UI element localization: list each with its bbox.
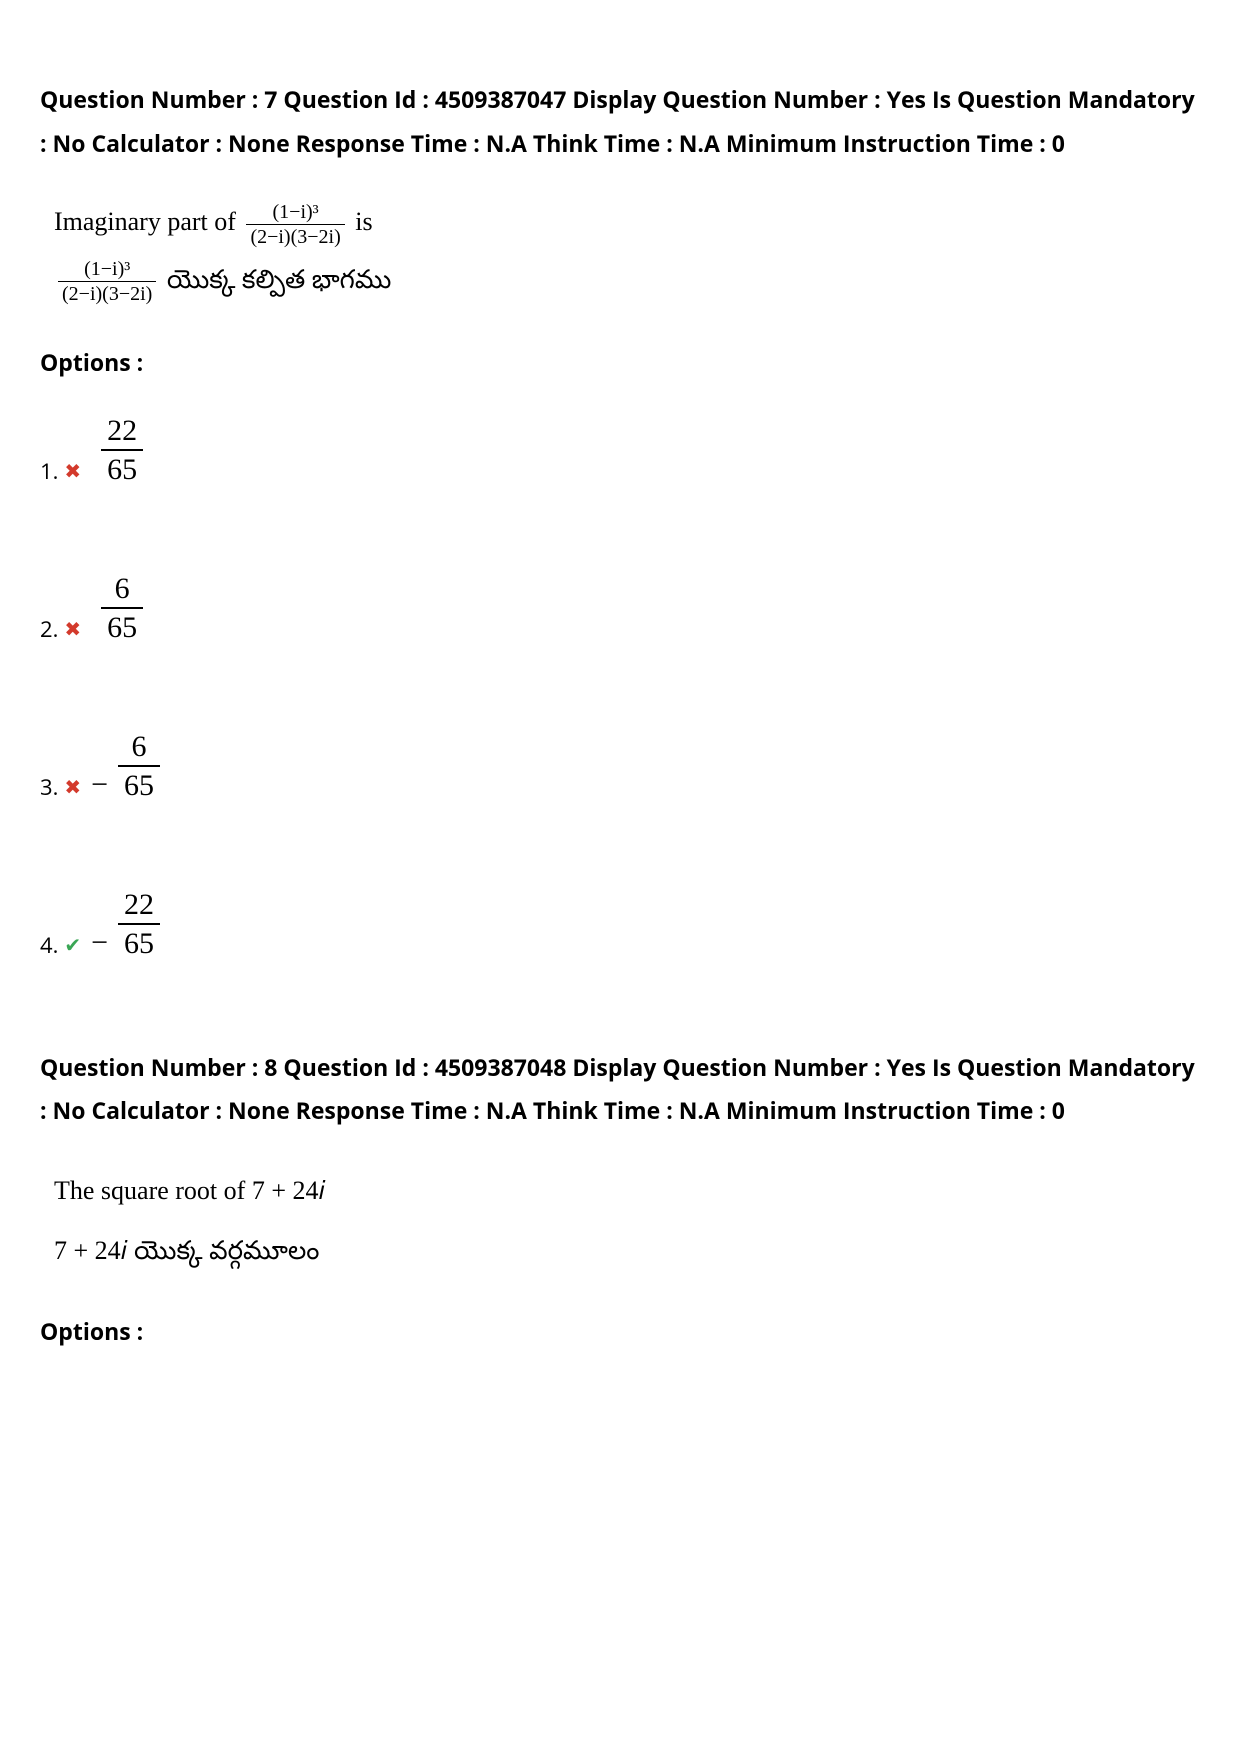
option-fraction: 22 65 [101, 414, 143, 486]
option-row: 2. ✖ 6 65 [40, 572, 1200, 644]
option-fraction: 22 65 [118, 888, 160, 960]
option-index: 2. [40, 614, 58, 644]
option-den: 65 [101, 609, 143, 644]
q7-body: Imaginary part of (1−i)³ (2−i)(3−2i) is … [54, 193, 1200, 307]
option-num: 22 [101, 414, 143, 451]
option-fraction: 6 65 [101, 572, 143, 644]
option-num: 6 [101, 572, 143, 609]
q7-line-te: (1−i)³ (2−i)(3−2i) యొక్క కల్పిత భాగము [54, 251, 1200, 308]
q7-frac-te: (1−i)³ (2−i)(3−2i) [58, 258, 156, 305]
option-index: 1. [40, 456, 58, 486]
q7-meta: Question Number : 7 Question Id : 450938… [40, 78, 1200, 165]
option-row: 3. ✖ − 6 65 [40, 730, 1200, 802]
wrong-icon: ✖ [64, 457, 81, 484]
q7-en-prefix: Imaginary part of [54, 207, 242, 236]
q8-options-heading: Options : [40, 1315, 1200, 1347]
q7-frac-en: (1−i)³ (2−i)(3−2i) [246, 201, 344, 248]
wrong-icon: ✖ [64, 773, 81, 800]
q8-line-te: 7 + 24𝑖 యొక్క వర్గమూలం [54, 1221, 1200, 1281]
option-index: 4. [40, 930, 58, 960]
q7-options-heading: Options : [40, 346, 1200, 378]
q7-frac-num: (1−i)³ [246, 201, 344, 225]
q7-options: 1. ✖ 22 65 2. ✖ 6 65 3. ✖ − 6 65 4. ✔ − … [40, 414, 1200, 960]
option-sign: − [91, 926, 108, 960]
q7-en-suffix: is [355, 207, 372, 236]
option-sign: − [91, 768, 108, 802]
q7-frac-den-te: (2−i)(3−2i) [58, 282, 156, 305]
correct-icon: ✔ [64, 931, 81, 958]
q7-te-suffix: యొక్క కల్పిత భాగము [167, 265, 392, 294]
q7-line-en: Imaginary part of (1−i)³ (2−i)(3−2i) is [54, 193, 1200, 250]
option-den: 65 [118, 925, 160, 960]
q7-frac-den: (2−i)(3−2i) [246, 225, 344, 248]
q8-body: The square root of 7 + 24𝑖 7 + 24𝑖 యొక్క… [54, 1161, 1200, 1281]
option-row: 1. ✖ 22 65 [40, 414, 1200, 486]
q8-meta: Question Number : 8 Question Id : 450938… [40, 1046, 1200, 1133]
option-den: 65 [118, 767, 160, 802]
option-fraction: 6 65 [118, 730, 160, 802]
option-index: 3. [40, 772, 58, 802]
q8-line-en: The square root of 7 + 24𝑖 [54, 1161, 1200, 1221]
option-den: 65 [101, 451, 143, 486]
q7-frac-num-te: (1−i)³ [58, 258, 156, 282]
option-num: 22 [118, 888, 160, 925]
option-row: 4. ✔ − 22 65 [40, 888, 1200, 960]
option-num: 6 [118, 730, 160, 767]
wrong-icon: ✖ [64, 615, 81, 642]
